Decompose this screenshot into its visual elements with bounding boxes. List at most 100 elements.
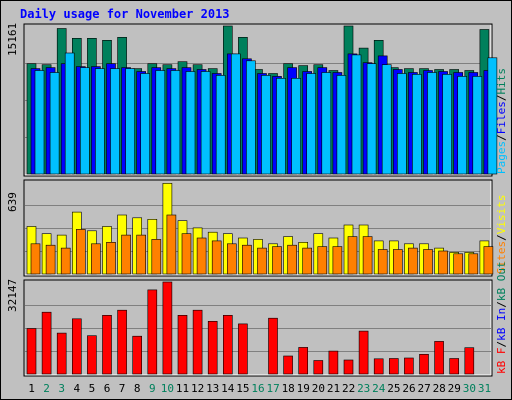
x-tick-label-day-13: 13 xyxy=(206,382,219,395)
usage-bar-pages-day-21 xyxy=(336,75,347,175)
x-tick-label-day-14: 14 xyxy=(221,382,235,395)
traffic-bar-kb-f-day-7 xyxy=(117,309,127,375)
visits-bar-sites-day-9 xyxy=(151,239,162,275)
visits-bar-sites-day-31 xyxy=(483,246,494,275)
visits-bar-sites-day-15 xyxy=(242,244,252,275)
traffic-bar-kb-f-day-27 xyxy=(419,353,429,375)
x-tick-label-day-31: 31 xyxy=(478,382,491,395)
traffic-bar-kb-f-day-17 xyxy=(268,317,278,375)
visits-bar-sites-day-18 xyxy=(287,244,297,275)
x-tick-label-day-11: 11 xyxy=(176,382,189,395)
visits-bar-sites-day-26 xyxy=(408,247,418,275)
x-tick-label-day-4: 4 xyxy=(73,382,80,395)
usage-bar-pages-day-10 xyxy=(170,70,181,175)
visits-bar-sites-day-1 xyxy=(30,243,41,275)
usage-bar-pages-day-25 xyxy=(396,73,407,175)
x-tick-label-day-8: 8 xyxy=(134,382,141,395)
visits-bar-sites-day-28 xyxy=(438,250,448,275)
visits-bar-sites-day-7 xyxy=(121,234,131,275)
x-tick-label-day-2: 2 xyxy=(43,382,50,395)
x-tick-label-day-7: 7 xyxy=(119,382,126,395)
usage-legend-hits: Hits xyxy=(495,68,508,95)
usage-bar-pages-day-20 xyxy=(321,72,332,175)
usage-bar-pages-day-24 xyxy=(381,64,392,175)
usage-bar-pages-day-23 xyxy=(366,63,377,175)
usage-bar-pages-day-15 xyxy=(246,60,256,175)
visits-bar-sites-day-5 xyxy=(91,243,101,275)
visits-bar-sites-day-25 xyxy=(392,249,403,275)
x-tick-label-day-12: 12 xyxy=(191,382,204,395)
x-tick-label-day-5: 5 xyxy=(89,382,96,395)
visits-bar-sites-day-16 xyxy=(257,247,267,275)
usage-bar-pages-day-27 xyxy=(427,72,437,175)
traffic-bar-kb-f-day-8 xyxy=(132,335,142,375)
x-tick-label-day-3: 3 xyxy=(58,382,65,395)
usage-bar-pages-day-5 xyxy=(95,68,105,175)
x-tick-label-day-18: 18 xyxy=(282,382,295,395)
traffic-bar-kb-f-day-25 xyxy=(388,358,399,375)
usage-legend-separator: / xyxy=(495,95,508,102)
usage-bar-pages-day-3 xyxy=(64,52,75,175)
usage-legend-files: Files xyxy=(495,101,508,134)
traffic-bar-kb-f-day-26 xyxy=(404,357,414,375)
x-tick-label-day-21: 21 xyxy=(327,382,340,395)
usage-bar-pages-day-17 xyxy=(276,78,286,175)
visits-bar-sites-day-3 xyxy=(60,247,71,275)
visits-bar-sites-day-30 xyxy=(468,253,479,275)
usage-bar-pages-day-22 xyxy=(351,54,362,175)
usage-legend-separator: / xyxy=(495,134,508,141)
traffic-bar-kb-f-day-20 xyxy=(313,360,324,375)
usage-bar-pages-day-12 xyxy=(200,71,211,175)
usage-bar-pages-day-1 xyxy=(34,70,45,175)
visits-bar-sites-day-14 xyxy=(227,243,237,275)
visits-bar-sites-day-6 xyxy=(106,242,116,275)
traffic-bar-kb-f-day-19 xyxy=(298,347,309,375)
traffic-bar-kb-f-day-5 xyxy=(87,335,97,375)
traffic-legend-separator: / xyxy=(495,301,508,308)
x-tick-label-day-20: 20 xyxy=(312,382,325,395)
x-tick-label-day-6: 6 xyxy=(104,382,111,395)
usage-bar-pages-day-11 xyxy=(185,71,196,175)
x-tick-label-day-16: 16 xyxy=(251,382,264,395)
usage-bar-pages-day-4 xyxy=(80,67,90,175)
usage-bar-pages-day-19 xyxy=(306,73,317,175)
x-tick-label-day-30: 30 xyxy=(463,382,476,395)
traffic-bar-kb-f-day-29 xyxy=(449,358,460,375)
traffic-legend-kb-out: kB Out xyxy=(495,261,508,301)
x-tick-label-day-24: 24 xyxy=(372,382,386,395)
visits-bar-sites-day-23 xyxy=(362,236,373,275)
visits-bar-sites-day-21 xyxy=(332,246,343,275)
x-tick-label-day-23: 23 xyxy=(357,382,370,395)
visits-bar-sites-day-29 xyxy=(453,253,464,275)
visits-bar-sites-day-27 xyxy=(423,249,433,275)
visits-bar-sites-day-13 xyxy=(211,240,222,275)
x-tick-label-day-9: 9 xyxy=(149,382,156,395)
traffic-bar-kb-f-day-6 xyxy=(102,314,112,375)
traffic-legend-kb-f: kB F xyxy=(495,348,508,375)
usage-bar-pages-day-26 xyxy=(412,74,422,175)
x-tick-label-day-25: 25 xyxy=(387,382,400,395)
visits-panel: 639 Sites/Visits xyxy=(6,179,508,277)
traffic-bar-kb-f-day-1 xyxy=(26,328,37,375)
x-tick-label-day-15: 15 xyxy=(236,382,249,395)
traffic-bar-kb-f-day-4 xyxy=(72,318,82,375)
visits-legend-visits: Visits xyxy=(495,195,508,235)
traffic-bar-kb-f-day-15 xyxy=(238,323,248,375)
traffic-ymax-label: 32147 xyxy=(6,279,19,312)
traffic-bar-kb-f-day-21 xyxy=(328,350,339,375)
traffic-bar-kb-f-day-24 xyxy=(373,358,384,375)
traffic-bar-kb-f-day-3 xyxy=(56,332,67,375)
traffic-legend-kb-in: kB In xyxy=(495,308,508,341)
traffic-bar-kb-f-day-11 xyxy=(177,314,188,375)
x-tick-label-day-1: 1 xyxy=(28,382,35,395)
x-tick-label-day-27: 27 xyxy=(417,382,430,395)
x-tick-label-day-10: 10 xyxy=(161,382,174,395)
usage-bar-pages-day-13 xyxy=(215,75,226,175)
visits-bar-sites-day-4 xyxy=(76,229,86,275)
visits-bar-sites-day-2 xyxy=(45,244,56,275)
usage-bar-pages-day-2 xyxy=(49,72,60,175)
x-tick-label-day-26: 26 xyxy=(402,382,415,395)
traffic-bar-kb-f-day-23 xyxy=(358,330,369,375)
x-tick-label-day-28: 28 xyxy=(433,382,446,395)
